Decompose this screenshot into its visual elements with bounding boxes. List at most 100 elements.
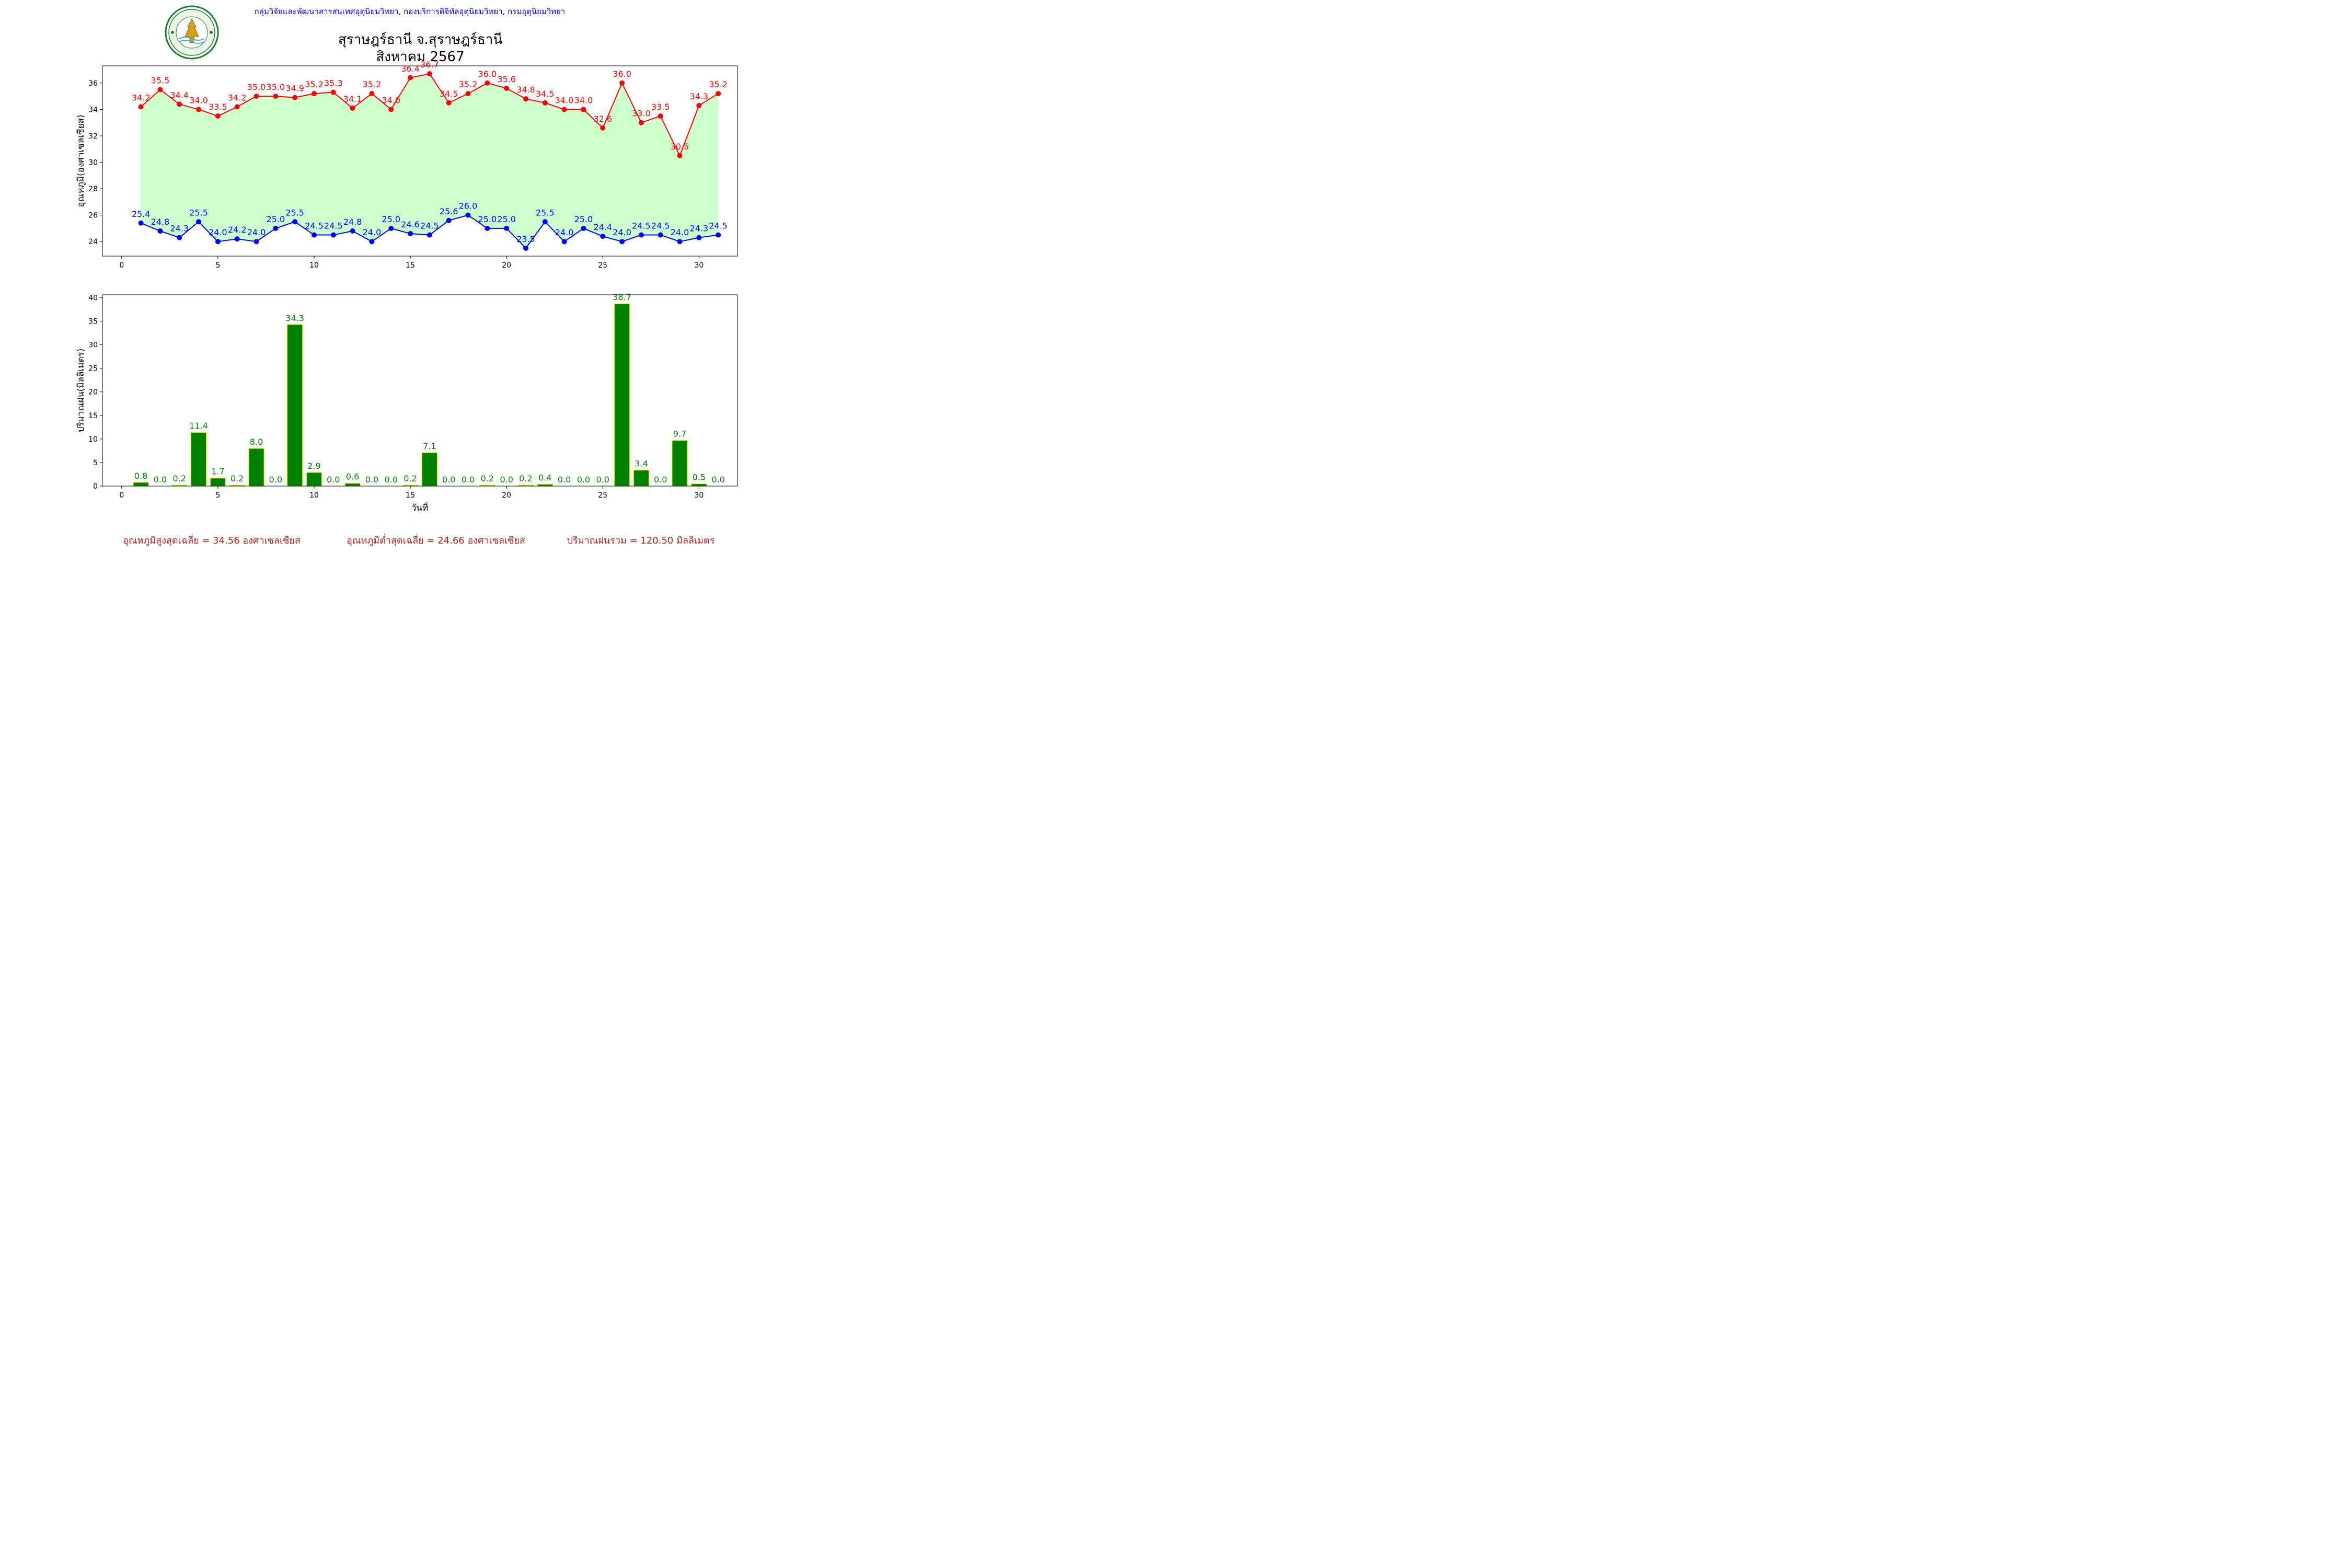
min-temperature-value-label: 24.3 [690, 224, 709, 234]
chart-title-line1: สุราษฎร์ธานี จ.สุราษฎร์ธานี [338, 32, 502, 48]
rainfall-value-label: 0.0 [385, 475, 398, 485]
rainfall-x-tick-label: 0 [119, 491, 124, 500]
min-temperature-point [312, 232, 317, 238]
summary-avg-min: อุณหภูมิต่ำสุดเฉลี่ย = 24.66 องศาเซลเซีย… [347, 534, 525, 546]
min-temperature-point [716, 232, 721, 238]
rainfall-value-label: 0.0 [462, 475, 475, 485]
min-temperature-point [138, 220, 144, 226]
min-temperature-point [619, 239, 625, 245]
rainfall-y-tick-label: 5 [93, 459, 98, 467]
max-temperature-value-label: 34.5 [440, 89, 458, 99]
rainfall-bar [691, 483, 707, 487]
min-temperature-point [273, 225, 279, 231]
department-logo [165, 5, 219, 60]
temperature-x-tick-label: 0 [119, 261, 124, 270]
temperature-y-tick-label: 36 [88, 79, 98, 88]
rainfall-value-label: 0.0 [269, 475, 282, 485]
rainfall-bar [286, 324, 303, 487]
rainfall-bar [421, 452, 438, 487]
min-temperature-value-label: 24.5 [324, 221, 343, 231]
max-temperature-point [465, 91, 471, 97]
rainfall-x-tick-label: 10 [309, 491, 319, 500]
rainfall-bar [248, 448, 264, 487]
rainfall-value-label: 0.0 [365, 475, 378, 485]
max-temperature-value-label: 35.2 [305, 79, 324, 89]
min-temperature-value-label: 25.5 [285, 207, 304, 217]
max-temperature-point [638, 120, 644, 125]
rainfall-value-label: 9.7 [673, 429, 686, 439]
min-temperature-point [658, 232, 663, 238]
min-temperature-value-label: 25.0 [267, 214, 285, 224]
min-temperature-point [253, 239, 259, 245]
temperature-y-tick-label: 30 [88, 159, 98, 167]
rainfall-y-tick-label: 25 [88, 365, 98, 373]
min-temperature-value-label: 24.5 [420, 221, 439, 231]
min-temperature-point [369, 239, 375, 245]
min-temperature-value-label: 25.0 [382, 214, 400, 224]
min-temperature-value-label: 24.5 [709, 221, 728, 231]
max-temperature-value-label: 34.2 [132, 93, 151, 102]
rainfall-bar [210, 478, 226, 487]
rainfall-value-label: 1.7 [211, 467, 224, 477]
max-temperature-value-label: 35.0 [267, 82, 285, 92]
rainfall-x-tick-label: 30 [694, 491, 704, 500]
rainfall-value-label: 2.9 [307, 461, 320, 471]
min-temperature-point [696, 235, 702, 240]
rainfall-value-label: 0.2 [173, 474, 186, 483]
rainfall-bar [190, 432, 207, 487]
min-temperature-value-label: 25.0 [574, 214, 593, 224]
temperature-x-tick-label: 30 [694, 261, 704, 270]
max-temperature-value-label: 35.6 [497, 74, 516, 84]
min-temperature-point [408, 231, 413, 237]
max-temperature-value-label: 34.8 [516, 85, 535, 95]
min-temperature-point [561, 239, 567, 245]
max-temperature-point [196, 107, 202, 112]
rainfall-y-axis-label: ปริมาณฝน(มิลลิเมตร) [76, 349, 86, 433]
min-temperature-value-label: 25.0 [497, 214, 516, 224]
max-temperature-value-label: 36.0 [478, 69, 497, 79]
min-temperature-point [677, 239, 683, 245]
max-temperature-value-label: 35.5 [151, 76, 170, 86]
max-temperature-value-label: 36.7 [420, 60, 439, 70]
max-temperature-value-label: 35.3 [324, 78, 343, 88]
min-temperature-value-label: 24.4 [593, 222, 612, 232]
max-temperature-point [312, 91, 317, 97]
min-temperature-point [157, 228, 163, 234]
rainfall-y-tick-label: 35 [88, 317, 98, 326]
rainfall-value-label: 0.0 [154, 475, 167, 485]
min-temperature-point [581, 225, 586, 231]
rainfall-y-tick-label: 40 [88, 294, 98, 302]
rainfall-bar [306, 472, 322, 487]
rainfall-y-tick-label: 10 [88, 435, 98, 444]
temperature-plot-frame [102, 65, 738, 257]
min-temperature-point [330, 232, 336, 238]
rainfall-value-label: 0.2 [230, 474, 244, 483]
max-temperature-value-label: 34.0 [574, 95, 593, 105]
min-temperature-point [196, 219, 202, 225]
rainfall-y-tick-label: 0 [93, 482, 98, 491]
min-temperature-point [426, 232, 432, 238]
rainfall-value-label: 0.2 [481, 474, 494, 483]
rainfall-y-tick-label: 15 [88, 412, 98, 420]
max-temperature-point [542, 100, 548, 106]
rainfall-value-label: 8.0 [250, 437, 263, 447]
min-temperature-value-label: 24.6 [401, 220, 420, 229]
max-temperature-point [388, 107, 394, 112]
min-temperature-value-label: 26.0 [459, 201, 478, 211]
max-temperature-value-label: 34.3 [690, 91, 709, 101]
rainfall-value-label: 38.7 [613, 292, 631, 302]
rainfall-value-label: 0.0 [654, 475, 667, 485]
min-temperature-point [292, 219, 298, 225]
max-temperature-point [369, 91, 375, 97]
max-temperature-point [177, 101, 182, 107]
min-temperature-point [465, 212, 471, 218]
weather-figure: กลุ่มวิจัยและพัฒนาสารสนเทศอุตุนิยมวิทยา,… [76, 5, 738, 546]
max-temperature-point [716, 91, 721, 97]
max-temperature-value-label: 36.4 [401, 64, 420, 74]
temperature-panel: 34.235.534.434.033.534.235.0 35.0 34.9 35.2… [76, 60, 738, 270]
max-temperature-point [350, 105, 355, 111]
rainfall-value-label: 0.4 [538, 472, 551, 482]
max-temperature-point [215, 113, 221, 119]
min-temperature-point [523, 245, 528, 251]
rainfall-x-tick-label: 25 [598, 491, 607, 500]
